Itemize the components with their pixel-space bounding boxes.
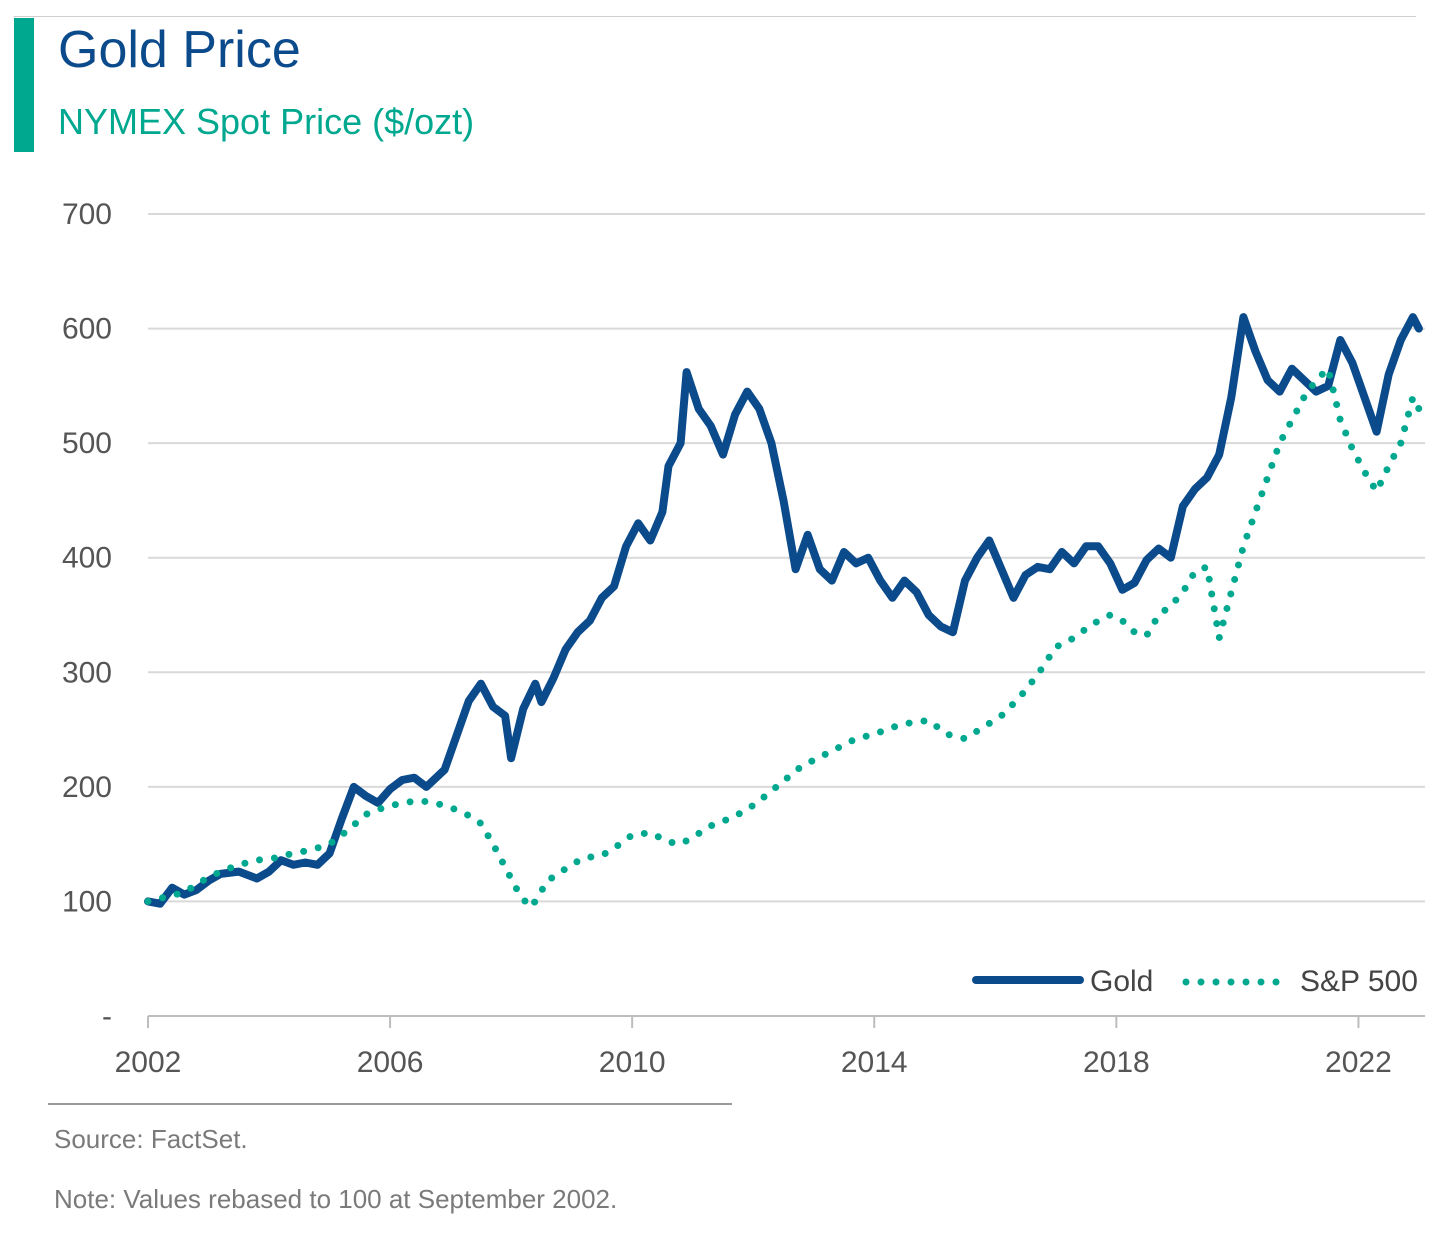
y-tick-label: 300 <box>62 656 112 689</box>
legend-label-sp500: S&P 500 <box>1300 965 1418 998</box>
series-layer <box>144 313 1423 911</box>
source-note: Source: FactSet. <box>54 1124 248 1154</box>
chart-title: Gold Price <box>58 21 301 79</box>
y-tick-label: 200 <box>62 771 112 804</box>
x-tick-label: 2002 <box>115 1046 182 1079</box>
y-tick-label: - <box>102 1000 112 1033</box>
x-tick-label: 2022 <box>1325 1046 1392 1079</box>
y-tick-label: 600 <box>62 313 112 346</box>
footnote: Note: Values rebased to 100 at September… <box>54 1184 618 1214</box>
y-tick-label: 700 <box>62 198 112 231</box>
y-tick-label: 100 <box>62 885 112 918</box>
legend: Gold S&P 500 <box>972 965 1418 998</box>
x-tick-label: 2018 <box>1083 1046 1150 1079</box>
legend-label-gold: Gold <box>1090 965 1153 998</box>
x-tick-label: 2006 <box>357 1046 424 1079</box>
series-line-gold <box>144 313 1423 908</box>
x-tick-label: 2014 <box>841 1046 908 1079</box>
y-tick-label: 400 <box>62 542 112 575</box>
accent-bar <box>14 18 34 152</box>
footer-rule <box>48 1103 732 1105</box>
x-tick-label: 2010 <box>599 1046 666 1079</box>
chart-subtitle: NYMEX Spot Price ($/ozt) <box>58 101 475 142</box>
gridlines <box>148 213 1425 903</box>
top-rule <box>14 16 1416 17</box>
y-tick-label: 500 <box>62 427 112 460</box>
axes: - 100 200 300 400 500 600 700 2002 2006 2010 2014 20… <box>62 198 1425 1079</box>
